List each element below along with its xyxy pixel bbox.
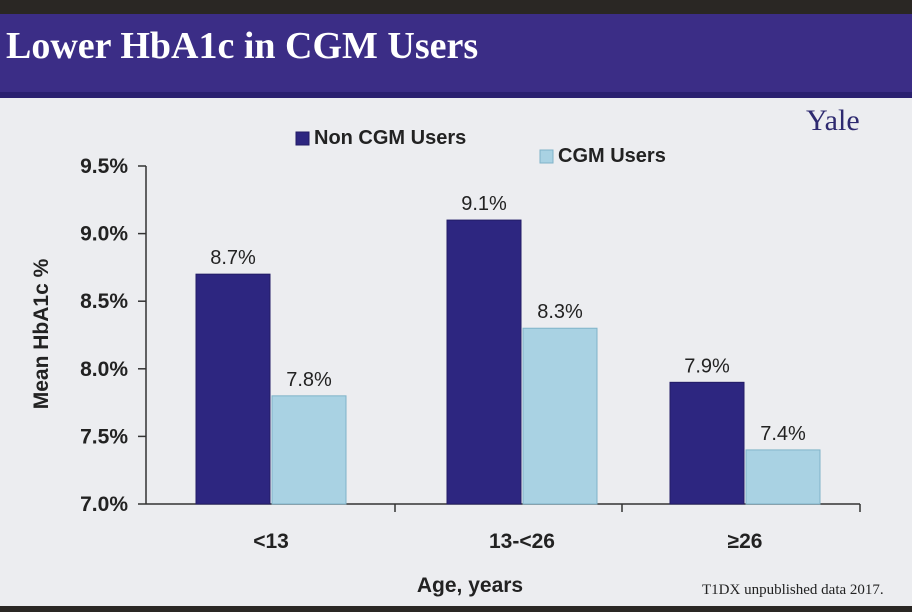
x-axis-title: Age, years [417, 574, 523, 597]
bar-cgm-0 [271, 395, 347, 505]
bar-non-cgm-2 [669, 381, 745, 505]
data-label: 8.3% [537, 301, 583, 323]
chart-labels: 8.7% 7.8% <13 9.1% 8.3% 13-<26 7.9% 7.4% ≥26 Age,… [30, 193, 806, 597]
legend-label-non-cgm: Non CGM Users [314, 127, 466, 149]
data-label: 8.7% [210, 247, 256, 269]
bar-chart: 7.0% 7.5% 8.0% 8.5% 9.0% 9.5% 8.7% 7.8% <13 9.1%… [30, 127, 861, 597]
bar-cgm-1 [522, 327, 598, 505]
bar-non-cgm-1 [446, 219, 522, 505]
bar-non-cgm-0 [195, 273, 271, 505]
data-label: 7.4% [760, 423, 806, 445]
y-tick-label: 9.5% [80, 155, 128, 178]
legend-label-cgm: CGM Users [558, 145, 666, 167]
bar-cgm-2 [745, 449, 821, 505]
legend-swatch-non-cgm [295, 131, 310, 146]
x-tick-label: <13 [253, 530, 289, 553]
chart-legend: Non CGM Users CGM Users [295, 127, 666, 167]
data-label: 7.9% [684, 355, 730, 377]
title-bar: Lower HbA1c in CGM Users [0, 14, 912, 98]
footnote: T1DX unpublished data 2017. [702, 582, 884, 598]
y-tick-label: 8.0% [80, 358, 128, 381]
x-tick-label: ≥26 [728, 530, 763, 553]
y-tick-label: 9.0% [80, 223, 128, 246]
legend-swatch-cgm [539, 149, 554, 164]
y-axis-title: Mean HbA1c % [30, 258, 53, 409]
y-tick-label: 7.5% [80, 425, 128, 448]
slide-title: Lower HbA1c in CGM Users [6, 25, 479, 67]
y-tick-label: 8.5% [80, 290, 128, 313]
data-label: 9.1% [461, 193, 507, 215]
y-tick-label: 7.0% [80, 493, 128, 516]
brand-logo-text: Yale [806, 104, 860, 137]
data-label: 7.8% [286, 369, 332, 391]
x-tick-label: 13-<26 [489, 530, 555, 553]
slide: Lower HbA1c in CGM Users Yale T1DX unpub… [0, 14, 912, 606]
chart-bars [195, 219, 821, 505]
